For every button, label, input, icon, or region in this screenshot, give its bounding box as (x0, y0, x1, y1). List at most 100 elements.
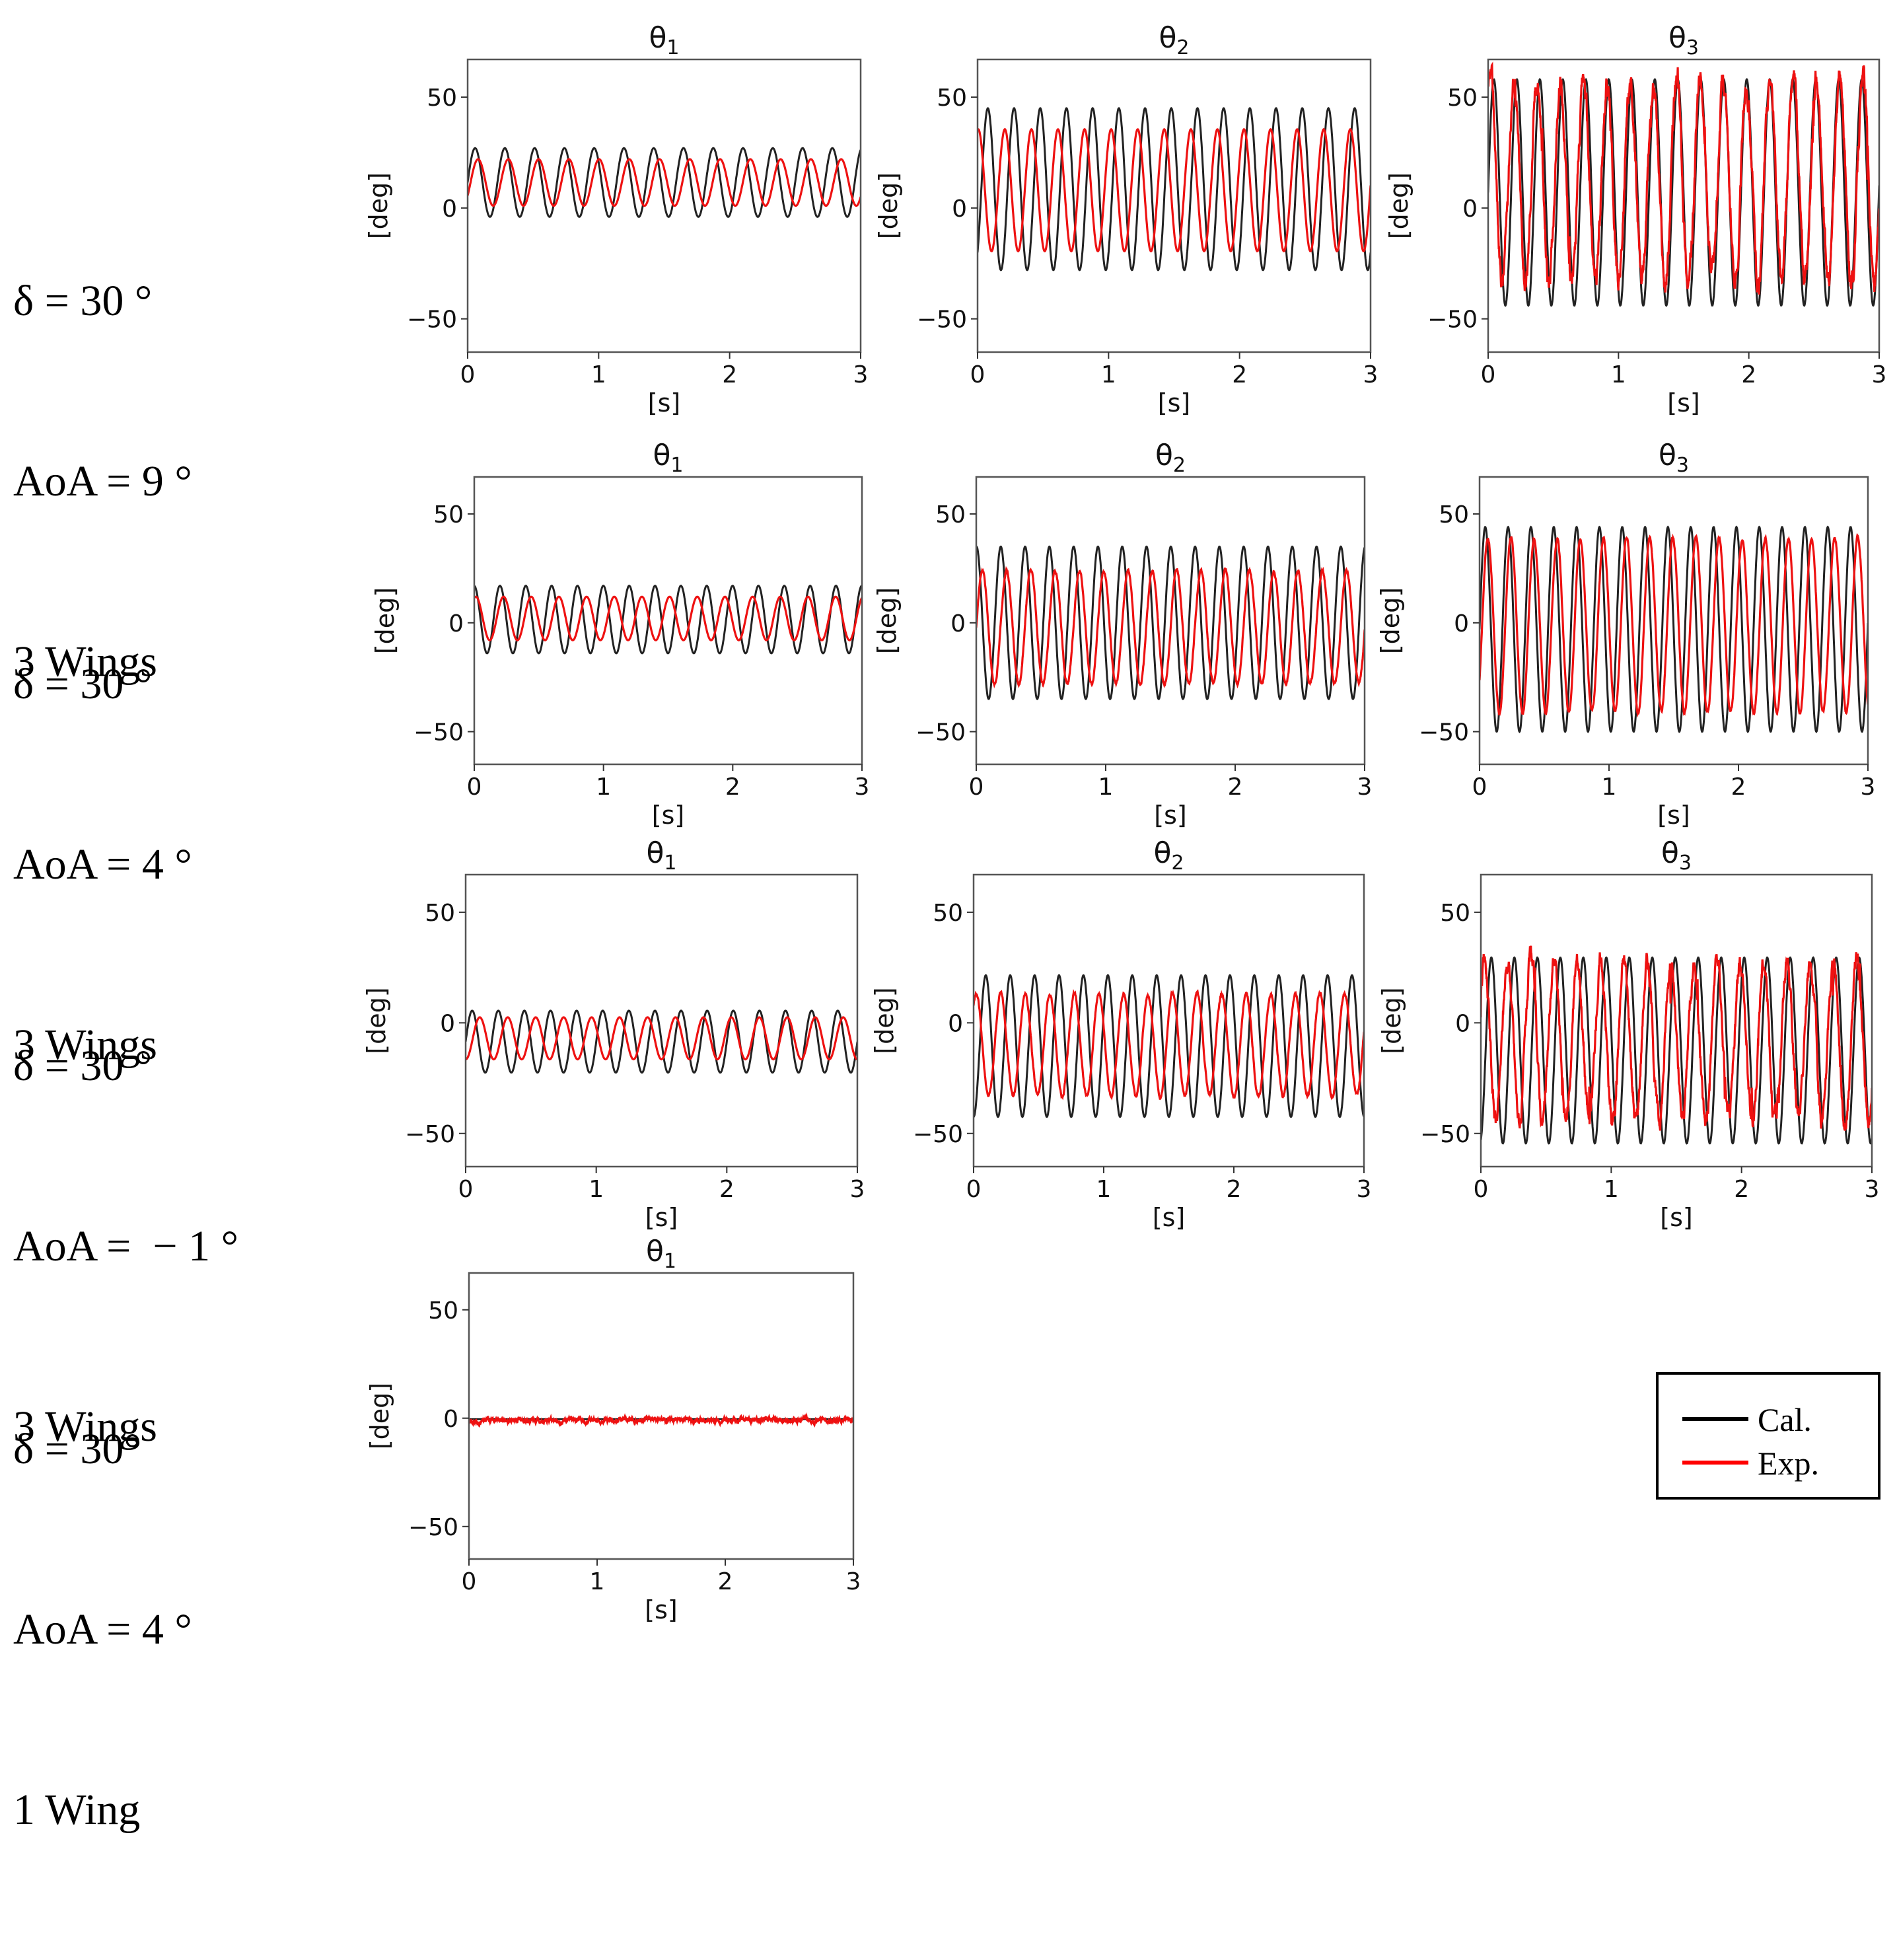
series-line-exp (469, 1412, 853, 1428)
row-label-4-wings: 1 Wing (13, 1786, 141, 1834)
row-label-2-wings: 3 Wings (13, 1021, 157, 1069)
y-tick-label: 0 (1455, 1010, 1470, 1037)
row-label-4-delta: δ = 30° (13, 1425, 141, 1473)
axes-frame (464, 873, 859, 1168)
series-line-cal (978, 106, 1371, 272)
x-tick-label: 1 (1604, 1176, 1619, 1203)
panel-title: θ2 (1153, 836, 1184, 875)
chart-panel-r3-c3: 0 1 2 3 −50 0 50 [s] [deg] θ3 (1377, 836, 1879, 1232)
x-tick-label: 3 (850, 1176, 865, 1203)
row-label-2-aoa: AoA = 4 ° (13, 840, 192, 889)
y-tick-label: −50 (407, 307, 457, 334)
x-tick-label: 0 (460, 361, 476, 388)
y-tick-label: −50 (917, 307, 967, 334)
y-tick-label: 0 (442, 196, 457, 223)
y-tick-label: 50 (1440, 900, 1470, 927)
legend-swatch-cal (1682, 1417, 1748, 1421)
series-line-exp (978, 127, 1371, 253)
series-line-exp (976, 565, 1365, 689)
y-axis-label: [deg] (364, 172, 393, 239)
y-axis-label: [deg] (1384, 172, 1414, 239)
y-tick-label: 50 (1447, 85, 1478, 112)
row-label-3-wings: 3 Wings (13, 1402, 157, 1451)
legend-label-cal: Cal. (1758, 1401, 1812, 1438)
y-tick-label: 0 (440, 1010, 455, 1037)
y-tick-label: 50 (428, 1297, 458, 1325)
series-line-cal (474, 585, 862, 655)
x-tick-label: 0 (966, 1176, 982, 1203)
y-tick-label: −50 (1420, 1121, 1470, 1148)
x-tick-label: 3 (1861, 774, 1876, 801)
axes-frame (1487, 58, 1880, 353)
row-label-1-wings: 3 Wings (13, 637, 157, 686)
series-line-cal (466, 1009, 857, 1074)
row-label-4: δ = 30° AoA = 4 ° 1 Wing (13, 1299, 192, 1960)
series-line-cal (1481, 956, 1872, 1145)
x-tick-label: 2 (1228, 774, 1243, 801)
series-line-cal (1480, 525, 1868, 734)
x-tick-label: 2 (1741, 361, 1756, 388)
row-label-1-delta: δ = 30 ° (13, 277, 153, 325)
x-tick-label: 0 (1481, 361, 1496, 388)
legend-swatch-exp (1682, 1461, 1748, 1465)
series-line-exp (1488, 61, 1879, 295)
x-tick-label: 3 (1363, 361, 1378, 388)
y-tick-label: 0 (950, 610, 966, 637)
panel-title: θ1 (646, 836, 676, 875)
series-line-cal (976, 545, 1365, 700)
y-tick-label: 0 (1454, 610, 1469, 637)
x-axis-label: [s] (645, 1203, 678, 1232)
axes-frame (466, 58, 862, 353)
x-tick-label: 2 (1731, 774, 1746, 801)
series-line-exp (468, 158, 861, 207)
legend-label-exp: Exp. (1758, 1445, 1820, 1482)
y-tick-label: 50 (1439, 501, 1469, 528)
chart-panel-r2-c1: 0 1 2 3 −50 0 50 [s] [deg] θ1 (371, 439, 869, 830)
x-tick-label: 0 (1472, 774, 1487, 801)
y-axis-label: [deg] (365, 1383, 394, 1449)
x-tick-label: 1 (1602, 774, 1617, 801)
x-tick-label: 3 (1865, 1176, 1880, 1203)
series-line-exp (974, 989, 1364, 1101)
series-line-exp (466, 1016, 857, 1061)
y-axis-label: [deg] (1376, 587, 1405, 654)
x-tick-label: 1 (1098, 774, 1114, 801)
y-axis-label: [deg] (873, 587, 902, 654)
x-tick-label: 1 (591, 361, 606, 388)
x-axis-label: [s] (648, 388, 680, 417)
panel-title: θ3 (1661, 836, 1692, 875)
legend-item-exp: Exp. (1682, 1445, 1874, 1484)
series-line-exp (1480, 532, 1868, 718)
panel-title: θ3 (1659, 439, 1689, 477)
row-label-3: δ = 30 ° AoA = − 1 ° 3 Wings (13, 916, 238, 1577)
panel-title: θ1 (649, 21, 679, 59)
row-label-1-aoa: AoA = 9 ° (13, 457, 192, 505)
panel-title: θ1 (646, 1235, 676, 1273)
x-tick-label: 1 (596, 774, 611, 801)
axes-frame (473, 476, 863, 766)
x-tick-label: 0 (462, 1568, 477, 1595)
chart-panel-r3-c2: 0 1 2 3 −50 0 50 [s] [deg] θ2 (870, 836, 1371, 1232)
y-tick-label: −50 (413, 719, 464, 746)
y-axis-label: [deg] (870, 987, 899, 1054)
y-axis-label: [deg] (362, 987, 391, 1054)
legend-item-cal: Cal. (1682, 1401, 1874, 1441)
chart-panel-r2-c3: 0 1 2 3 −50 0 50 [s] [deg] θ3 (1376, 439, 1875, 830)
row-label-2: δ = 30 ° AoA = 4 ° 3 Wings (13, 534, 192, 1195)
y-tick-label: 50 (933, 900, 963, 927)
figure-root: 0 1 2 3 −50 0 50 [s] [deg] θ1 0 1 2 3 −50 0 50 [s] [deg] θ2… (13, 21, 1886, 1834)
y-tick-label: 50 (935, 501, 966, 528)
row-label-2-delta: δ = 30 ° (13, 660, 153, 708)
x-tick-label: 2 (1232, 361, 1247, 388)
x-tick-label: 1 (590, 1568, 605, 1595)
y-tick-label: −50 (1427, 307, 1478, 334)
axes-frame (1480, 873, 1873, 1168)
panel-title: θ3 (1668, 21, 1699, 59)
row-label-1: δ = 30 ° AoA = 9 ° 3 Wings (13, 151, 192, 812)
x-tick-label: 3 (846, 1568, 861, 1595)
y-tick-label: −50 (408, 1514, 458, 1541)
x-tick-label: 3 (853, 361, 869, 388)
